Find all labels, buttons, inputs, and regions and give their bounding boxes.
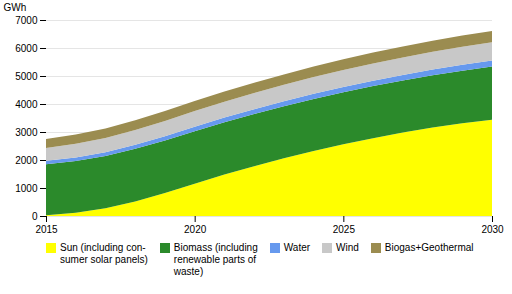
svg-text:2015: 2015: [35, 224, 58, 235]
html-text:Water: Water: [283, 242, 311, 253]
svg-text:GWh: GWh: [4, 2, 27, 13]
svg-text:2025: 2025: [333, 224, 356, 235]
svg-text:2030: 2030: [481, 224, 504, 235]
svg-text:3000: 3000: [15, 127, 38, 138]
svg-text:7000: 7000: [15, 15, 38, 26]
svg-text:0: 0: [32, 211, 38, 222]
svg-text:2020: 2020: [184, 224, 207, 235]
html-text:Biomass (including renewable p: Biomass (including renewable parts of wa…: [173, 242, 258, 277]
svg-text:2000: 2000: [15, 155, 38, 166]
svg-text:4000: 4000: [15, 99, 38, 110]
svg-text:6000: 6000: [15, 43, 38, 54]
svg-text:5000: 5000: [15, 71, 38, 82]
svg-text:1000: 1000: [15, 183, 38, 194]
html-text:Sun (including con- sumer sola: Sun (including con- sumer solar panels): [60, 242, 148, 265]
html-text:Wind: Wind: [336, 242, 359, 253]
html-text:Biogas+Geothermal: Biogas+Geothermal: [384, 242, 474, 253]
